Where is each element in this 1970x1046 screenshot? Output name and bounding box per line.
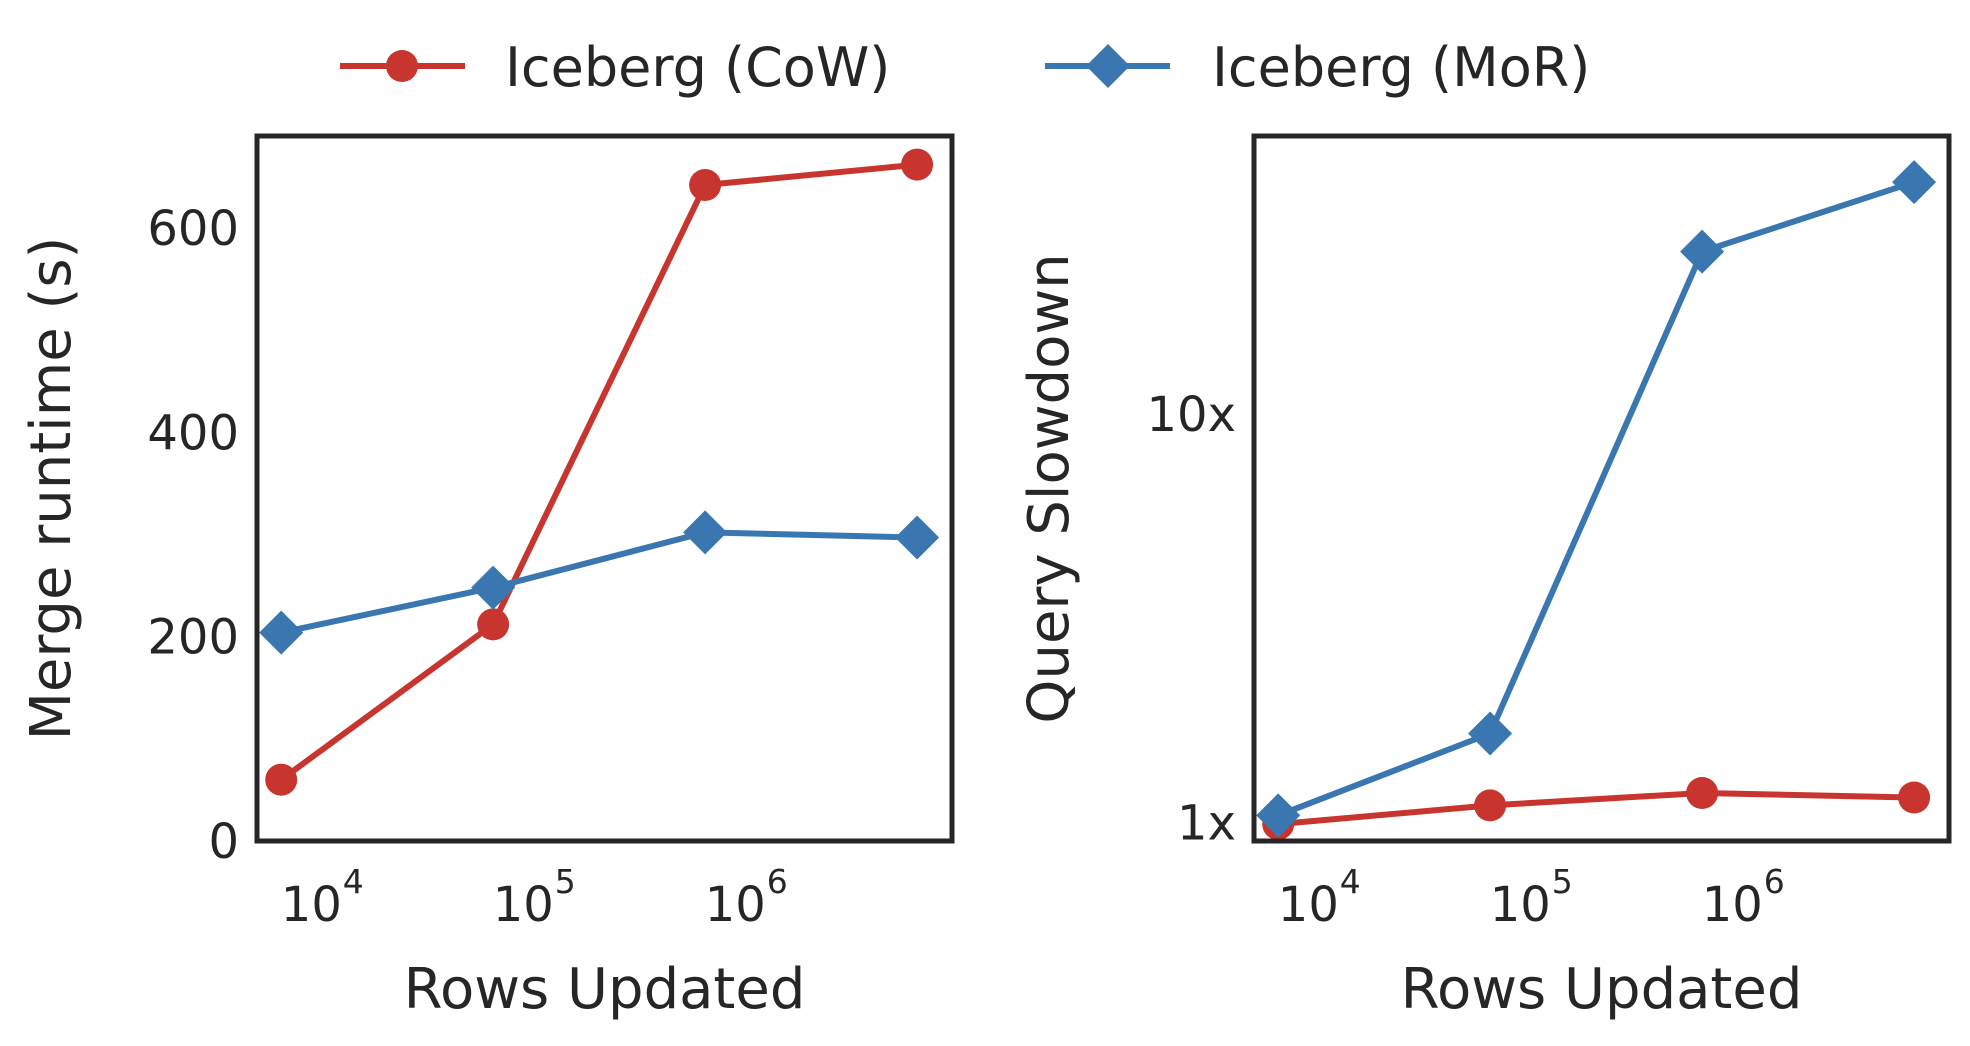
merge-runtime-y-axis-label: Merge runtime (s) — [19, 237, 84, 741]
merge-runtime-point-cow — [689, 169, 722, 201]
query-slowdown-series-line-cow — [1277, 790, 1915, 828]
query-slowdown-marks — [1256, 160, 1937, 841]
query-slowdown-point-mor — [1256, 793, 1301, 838]
merge-runtime-point-mor — [895, 515, 940, 560]
x-tick-exponent: 4 — [343, 862, 364, 901]
query-slowdown-x-axis-label: Rows Updated — [1401, 957, 1803, 1022]
merge-runtime-point-mor — [259, 610, 304, 655]
legend-label-mor: Iceberg (MoR) — [1212, 36, 1590, 99]
x-tick-exponent: 6 — [1764, 862, 1785, 901]
query-slowdown-point-cow — [1686, 777, 1719, 809]
query-slowdown-y-tick-label: 10x — [1147, 387, 1236, 443]
query-slowdown-y-tick-label: 1x — [1177, 795, 1236, 851]
query-slowdown-series-line-mor — [1277, 179, 1916, 819]
merge-runtime-y-tick-label: 0 — [208, 814, 239, 870]
merge-runtime-series-line-mor — [280, 529, 918, 636]
merge-runtime-x-tick-label: 10 6 — [705, 862, 788, 933]
query-slowdown-x-ticks: 10 4 10 5 10 6 — [1278, 862, 1785, 933]
merge-runtime-x-axis-label: Rows Updated — [404, 957, 806, 1022]
merge-runtime-point-cow — [265, 763, 298, 796]
x-tick-base: 10 — [1490, 877, 1551, 933]
legend-entry-mor: Iceberg (MoR) — [1045, 36, 1590, 99]
x-tick-exponent: 6 — [767, 862, 788, 901]
x-tick-exponent: 5 — [1552, 862, 1573, 901]
merge-runtime-plot-frame — [254, 133, 955, 844]
merge-runtime-x-ticks: 10 4 10 5 10 6 — [281, 862, 788, 933]
legend-marker-mor — [1086, 44, 1130, 88]
merge-runtime-marks — [259, 148, 940, 796]
merge-runtime-point-cow — [901, 148, 934, 181]
x-tick-exponent: 5 — [555, 862, 576, 901]
query-slowdown-point-cow — [1474, 789, 1507, 822]
query-slowdown-plot-frame — [1251, 133, 1952, 844]
legend-entry-cow: Iceberg (CoW) — [340, 36, 890, 99]
merge-runtime-y-ticks: 0 200 400 600 — [147, 201, 239, 870]
legend-label-cow: Iceberg (CoW) — [505, 36, 890, 99]
query-slowdown-point-mor — [1892, 160, 1937, 205]
x-tick-base: 10 — [281, 877, 342, 933]
x-tick-base: 10 — [1278, 877, 1339, 933]
x-tick-base: 10 — [705, 877, 766, 933]
x-tick-base: 10 — [493, 877, 554, 933]
merge-runtime-y-tick-label: 400 — [147, 405, 239, 461]
query-slowdown-y-axis-label: Query Slowdown — [1017, 253, 1082, 723]
legend: Iceberg (CoW) Iceberg (MoR) — [340, 36, 1590, 99]
merge-runtime-x-tick-label: 10 5 — [493, 862, 576, 933]
query-slowdown-point-mor — [1468, 711, 1513, 756]
merge-runtime-x-tick-label: 10 4 — [281, 862, 364, 933]
x-tick-exponent: 4 — [1340, 862, 1361, 901]
merge-runtime-y-tick-label: 200 — [147, 610, 239, 666]
query-slowdown-point-mor — [1680, 229, 1725, 274]
query-slowdown-point-cow — [1898, 781, 1931, 814]
query-slowdown-y-ticks: 1x 10x — [1147, 387, 1236, 851]
merge-runtime-series-line-cow — [279, 161, 918, 783]
merge-runtime-point-mor — [471, 565, 516, 610]
query-slowdown-x-tick-label: 10 4 — [1278, 862, 1361, 933]
merge-runtime-y-tick-label: 600 — [147, 201, 239, 257]
query-slowdown-x-tick-label: 10 5 — [1490, 862, 1573, 933]
x-tick-base: 10 — [1702, 877, 1763, 933]
merge-runtime-point-cow — [477, 608, 510, 641]
merge-runtime-point-mor — [683, 510, 728, 555]
query-slowdown-x-tick-label: 10 6 — [1702, 862, 1785, 933]
legend-marker-cow — [386, 50, 418, 82]
